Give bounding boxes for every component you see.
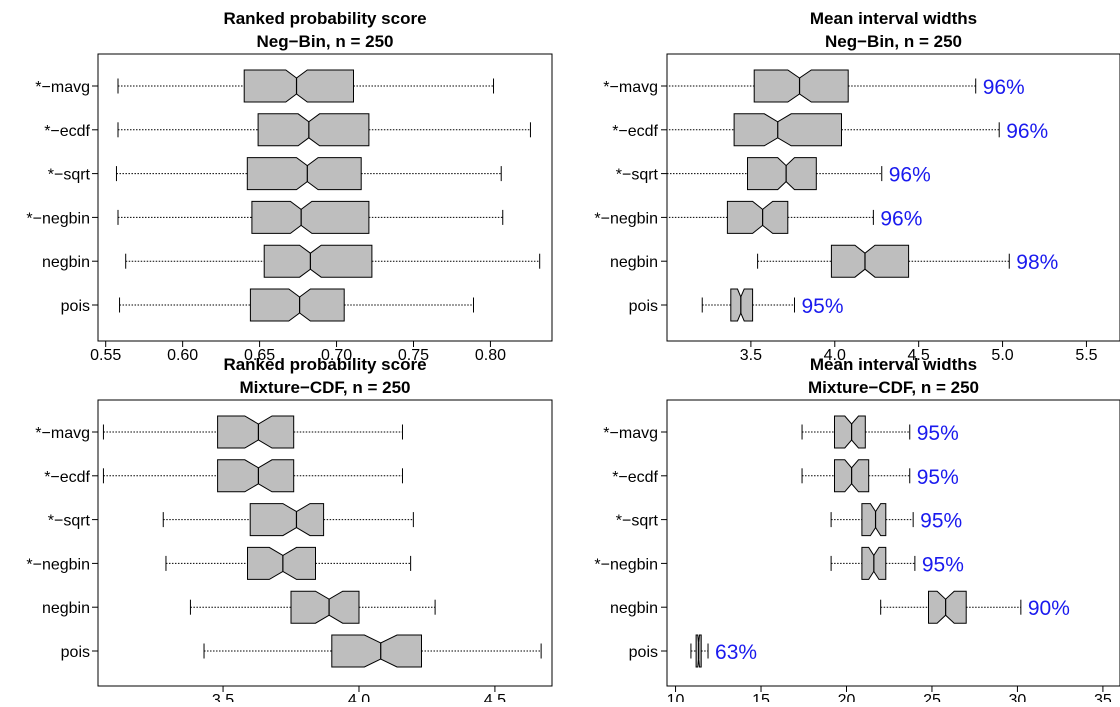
x-tick-label: 3.5 [740,347,762,364]
x-tick-label: 0.80 [475,347,506,364]
box-group [115,69,541,322]
category-label: *−sqrt [616,167,659,184]
notched-box [733,113,842,147]
x-tick-label: 15 [752,692,770,702]
x-tick-label: 0.65 [244,347,275,364]
category-label: negbin [610,254,658,271]
category-label: *−negbin [26,210,90,227]
x-tick-label: 0.55 [90,347,121,364]
chart-subtitle: Neg−Bin, n = 250 [257,32,394,51]
category-label: *−mavg [603,79,658,96]
category-label: *−ecdf [612,123,658,140]
category-label: *−negbin [594,556,658,573]
notched-box [249,503,325,537]
x-tick-label: 5.0 [991,347,1013,364]
notched-box [249,288,345,322]
coverage-annotation: 96% [889,164,931,187]
coverage-annotation: 95% [917,422,959,445]
notched-box [747,157,817,191]
plot-frame [97,399,553,687]
x-tick-label: 0.70 [321,347,352,364]
box-group [690,415,1022,668]
category-label: *−mavg [35,79,90,96]
category-label: *−ecdf [44,469,90,486]
chart-title: Mean interval widths [810,355,977,374]
x-tick-label: 4.0 [348,692,370,702]
category-label: *−ecdf [612,469,658,486]
chart-panel-1: Ranked probability score Neg−Bin, n = 250… [26,9,553,364]
category-label: negbin [42,254,90,271]
category-label: negbin [42,600,90,617]
notched-box [730,288,754,322]
box-group [102,415,542,668]
category-label: negbin [610,600,658,617]
notched-box [257,113,370,147]
category-label: *−sqrt [48,513,91,530]
chart-panel-2: Mean interval widths Neg−Bin, n = 250 3.5 4… [594,9,1120,364]
notched-box [830,244,910,278]
coverage-annotation: 98% [1016,251,1058,274]
chart-title: Ranked probability score [223,9,426,28]
x-tick-label: 20 [838,692,856,702]
chart-panel-3: Ranked probability score Mixture−CDF, n =… [26,355,553,707]
notched-box [246,157,362,191]
x-tick-label: 30 [1009,692,1027,702]
notched-box [251,200,370,234]
chart-subtitle: Neg−Bin, n = 250 [825,32,962,51]
category-label: pois [629,298,658,315]
x-tick-label: 5.5 [1075,347,1097,364]
notched-box [243,69,354,103]
notched-box [726,200,789,234]
notched-box [861,503,887,537]
plot-frame [97,53,553,342]
notched-box [247,546,316,580]
category-label: *−mavg [603,425,658,442]
notched-box [753,69,849,103]
category-label: *−mavg [35,425,90,442]
coverage-annotation: 95% [917,466,959,489]
coverage-annotation: 95% [920,510,962,533]
x-tick-label: 0.75 [398,347,429,364]
coverage-annotation: 90% [1028,597,1070,620]
x-tick-label: 0.60 [167,347,198,364]
category-label: pois [61,298,90,315]
chart-subtitle: Mixture−CDF, n = 250 [808,378,979,397]
category-label: *−sqrt [616,513,659,530]
category-label: *−sqrt [48,167,91,184]
notched-box [217,459,295,493]
category-label: *−negbin [594,210,658,227]
coverage-annotation: 95% [802,295,844,318]
notched-box [928,590,967,624]
plot-frame [666,399,1120,687]
chart-title: Ranked probability score [223,355,426,374]
notched-box [263,244,373,278]
chart-subtitle: Mixture−CDF, n = 250 [239,378,410,397]
coverage-annotation: 96% [1006,120,1048,143]
x-tick-label: 4.5 [908,347,930,364]
x-tick-label: 3.5 [212,692,234,702]
notched-box [331,634,422,668]
category-label: pois [61,644,90,661]
x-tick-label: 4.5 [484,692,506,702]
category-label: pois [629,644,658,661]
coverage-annotation: 96% [983,76,1025,99]
category-label: *−negbin [26,556,90,573]
notched-box [217,415,295,449]
x-tick-label: 35 [1094,692,1112,702]
coverage-annotation: 96% [880,207,922,230]
plot-frame [666,53,1120,342]
chart-title: Mean interval widths [810,9,977,28]
coverage-annotation: 95% [922,553,964,576]
notched-box [290,590,360,624]
coverage-annotation: 63% [715,641,757,664]
chart-panel-4: Mean interval widths Mixture−CDF, n = 250… [594,355,1120,707]
notched-box [834,415,866,449]
x-tick-label: 25 [923,692,941,702]
box-group [667,69,1010,322]
x-tick-label: 4.0 [824,347,846,364]
category-label: *−ecdf [44,123,90,140]
x-tick-label: 10 [667,692,685,702]
